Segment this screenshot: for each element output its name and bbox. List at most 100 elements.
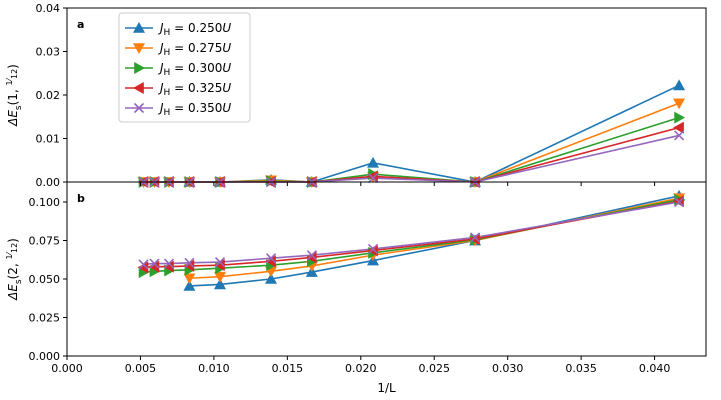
ylabel-frac-num: 1 (5, 80, 14, 85)
legend-equals: = (170, 61, 188, 75)
y-tick-label: 0.075 (29, 235, 61, 248)
legend-value: 0.350 (188, 101, 222, 115)
x-tick-label: 0.010 (198, 362, 230, 375)
x-tick-label: 0.025 (418, 362, 450, 375)
legend-entry-1: JH = 0.275U (158, 41, 231, 58)
y-tick-label: 0.03 (36, 46, 61, 59)
y-tick-label: 0.025 (29, 312, 61, 325)
ylabel-close: ) (6, 238, 20, 243)
legend-suffix: U (222, 61, 231, 75)
legend-value: 0.275 (188, 41, 222, 55)
legend-marker-2 (134, 62, 145, 74)
ylabel-frac-sep: ⁄ (5, 251, 14, 256)
data-point-s3-6 (305, 251, 317, 264)
legend-value: 0.300 (188, 61, 222, 75)
legend-marker-3 (133, 82, 144, 94)
ylabel-args: (2, (6, 259, 20, 279)
x-tick-label: 0.030 (492, 362, 524, 375)
x-tick-label: 0.015 (272, 362, 304, 375)
y-tick-label: 0.00 (36, 176, 61, 189)
data-point-s1-1 (214, 271, 227, 283)
ylabel-sub: s (14, 279, 24, 284)
x-tick-label: 0.005 (125, 362, 157, 375)
data-point-s4-5 (265, 253, 277, 264)
legend-symbol: J (158, 21, 164, 35)
data-point-s1-0 (183, 273, 196, 285)
data-point-s0-4 (367, 156, 380, 168)
y-tick-label: 0.04 (36, 2, 61, 15)
data-point-s0-2 (265, 273, 278, 284)
data-point-s0-0 (183, 279, 196, 291)
axes-frame (66, 181, 707, 357)
data-point-s3-4 (214, 259, 225, 272)
legend-entry-3: JH = 0.325U (158, 81, 231, 98)
legend-equals: = (170, 81, 188, 95)
data-point-s4-4 (214, 257, 226, 268)
legend-entry-2: JH = 0.300U (158, 61, 231, 78)
data-point-s3-5 (265, 255, 276, 268)
data-point-s4-2 (163, 258, 175, 269)
legend-symbol: J (158, 61, 164, 75)
x-tick-label: 0.040 (639, 362, 671, 375)
legend-marker-4 (133, 102, 145, 114)
legend-value: 0.250 (188, 21, 222, 35)
ylabel-frac-sep: ⁄ (5, 77, 14, 82)
series-line-3 (143, 200, 680, 269)
panel-a: 0.00 0.01 0.02 0.03 0.04 a ΔEs(1, 1⁄12) (5, 2, 707, 189)
data-point-s1-9 (673, 98, 686, 110)
panel-b: 0.000 0.025 0.050 0.075 0.100 0.000 0.005 0.010… (5, 181, 707, 395)
x-tick-label: 0.035 (565, 362, 597, 375)
legend-entry-0: JH = 0.250U (158, 21, 231, 38)
y-tick-label: 0.01 (36, 133, 61, 146)
legend-suffix: U (222, 101, 231, 115)
ylabel-sub: s (14, 105, 24, 110)
series-line-4 (143, 201, 680, 266)
data-point-s3-3 (183, 259, 195, 272)
data-point-s4-9 (674, 130, 685, 141)
data-point-s4-3 (184, 257, 195, 268)
y-tick-label: 0.050 (29, 273, 61, 286)
ylabel-frac-num: 1 (5, 254, 14, 259)
legend-symbol-sub: H (164, 28, 171, 38)
legend-symbol-sub: H (164, 88, 171, 98)
data-point-s2-9 (674, 111, 686, 124)
data-point-s0-6 (673, 79, 686, 91)
data-point-s4-9 (674, 196, 685, 208)
ylabel-args: (1, (6, 85, 20, 105)
ylabel-frac-den: 12 (10, 69, 19, 79)
series-line-3 (143, 126, 680, 183)
legend-symbol: J (158, 41, 164, 55)
data-point-s4-7 (367, 243, 379, 255)
legend-marker-1 (133, 43, 145, 54)
data-point-s4-7 (367, 173, 379, 184)
legend-marker-0 (133, 22, 145, 33)
ylabel-main: ΔE (6, 284, 20, 301)
data-point-s3-9 (673, 121, 684, 134)
legend-equals: = (170, 41, 188, 55)
data-point-s3-2 (163, 260, 174, 273)
legend-suffix: U (222, 21, 231, 35)
ylabel-frac-den: 12 (10, 243, 19, 253)
y-axis-label: ΔEs(1, 1⁄12) (5, 64, 24, 127)
legend-symbol: J (158, 101, 164, 115)
data-point-s0-1 (214, 278, 227, 290)
y-tick-label: 0.000 (29, 350, 61, 363)
legend-entry-4: JH = 0.350U (158, 101, 231, 118)
data-point-s4-6 (306, 250, 317, 261)
data-point-s3-1 (148, 260, 160, 273)
y-tick-label: 0.100 (29, 196, 61, 209)
y-axis-label: ΔEs(2, 1⁄12) (5, 238, 24, 301)
data-point-s4-0 (138, 259, 149, 270)
y-tick-label: 0.02 (36, 89, 61, 102)
legend-symbol: J (158, 81, 164, 95)
legend-symbol-sub: H (164, 68, 171, 78)
x-tick-label: 0.000 (51, 362, 83, 375)
legend-symbol-sub: H (164, 108, 171, 118)
legend-suffix: U (222, 81, 231, 95)
legend-box (118, 12, 251, 123)
panel-letter: a (77, 18, 84, 31)
data-point-s3-0 (137, 261, 149, 274)
legend-symbol-sub: H (164, 48, 171, 58)
